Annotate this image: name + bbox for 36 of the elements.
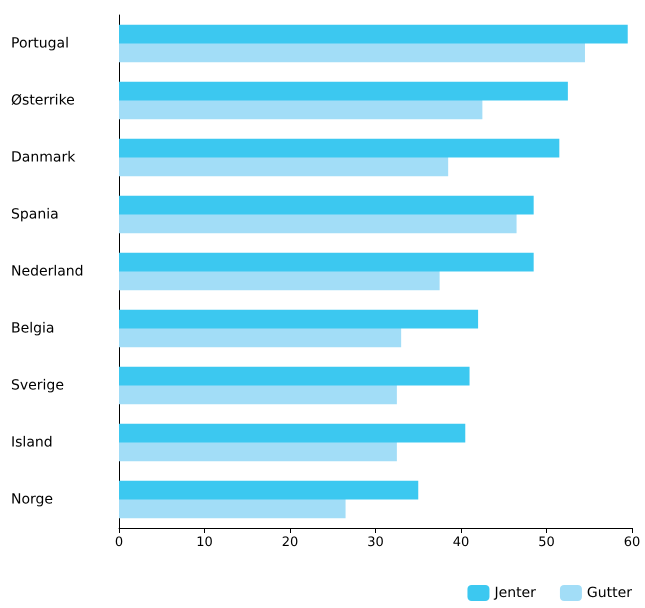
bar — [119, 500, 346, 518]
bar — [119, 424, 466, 442]
y-tick-label: Danmark — [11, 150, 76, 166]
y-tick-label: Nederland — [11, 264, 84, 280]
bar — [119, 82, 568, 100]
bar — [119, 480, 418, 500]
bar — [119, 196, 534, 214]
bar — [119, 328, 402, 348]
bar — [119, 214, 517, 234]
x-tick-label: 60 — [624, 535, 640, 550]
x-tick-label: 20 — [282, 535, 298, 550]
x-tick-label: 40 — [452, 535, 470, 550]
legend-label: Jenter — [493, 585, 536, 601]
y-tick-label: Spania — [11, 206, 59, 222]
y-tick-label: Norge — [11, 492, 54, 508]
bar — [119, 24, 628, 44]
bar — [119, 442, 397, 462]
y-tick-label: Island — [11, 434, 53, 450]
bar — [119, 44, 585, 62]
legend-label: Gutter — [586, 585, 632, 601]
bar — [119, 386, 397, 404]
x-tick-label: 30 — [367, 535, 384, 550]
bar — [119, 158, 448, 176]
bar — [119, 252, 534, 272]
y-tick-label: Belgia — [11, 320, 54, 336]
bar — [119, 100, 482, 120]
bar — [119, 310, 478, 328]
y-tick-label: Sverige — [11, 378, 64, 394]
x-tick-label: 0 — [114, 535, 124, 550]
x-tick-label: 50 — [538, 535, 555, 550]
bar — [119, 272, 440, 290]
x-tick-label: 10 — [196, 535, 213, 550]
y-tick-label: Østerrike — [11, 92, 75, 108]
bar — [119, 138, 560, 158]
bar — [119, 366, 470, 386]
y-tick-label: Portugal — [11, 36, 69, 52]
